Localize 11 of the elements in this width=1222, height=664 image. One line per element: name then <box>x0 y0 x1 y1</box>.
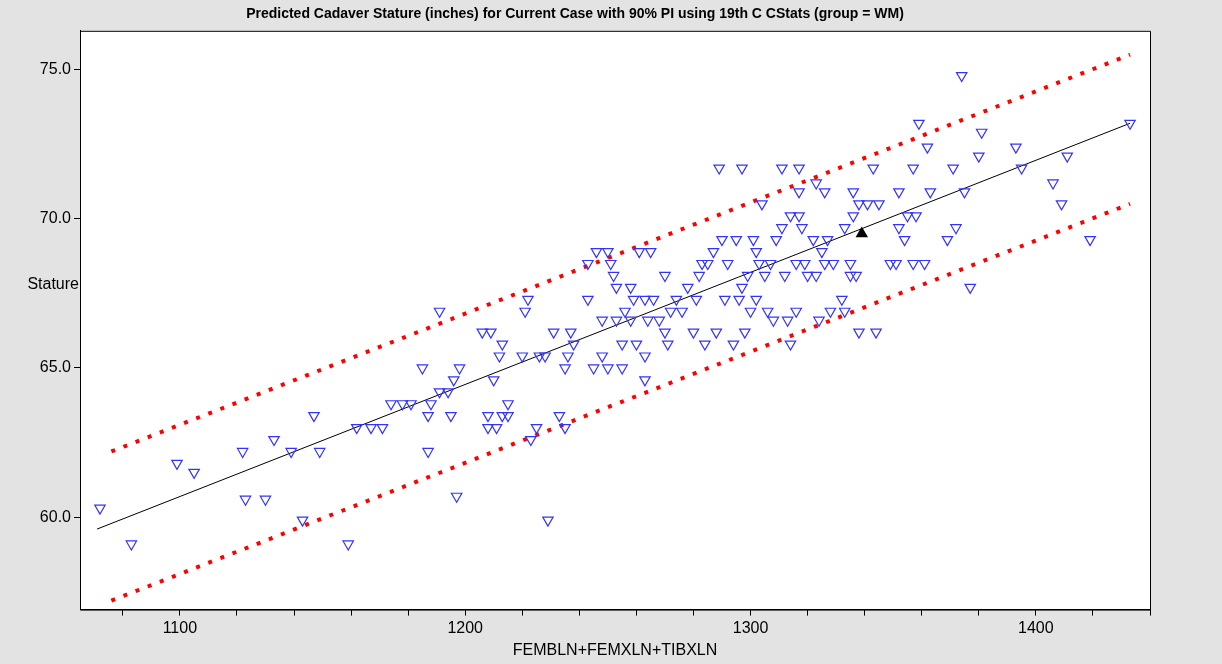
y-tick-label: 65.0 <box>39 358 72 376</box>
y-tick-label: 75.0 <box>39 59 72 77</box>
x-tick-label: 1400 <box>1018 618 1054 636</box>
x-tick-label: 1300 <box>732 618 769 636</box>
y-axis-title: Stature <box>27 274 80 292</box>
chart-title: Predicted Cadaver Stature (inches) for Current Case with 90% PI using 19th C CStats (group = WM) <box>246 5 904 22</box>
x-tick-label: 1100 <box>162 618 198 636</box>
y-tick-label: 60.0 <box>39 507 72 525</box>
y-tick-label: 70.0 <box>39 209 72 227</box>
x-tick-label: 1200 <box>447 618 484 636</box>
x-axis-title: FEMBLN+FEMXLN+TIBXLN <box>512 640 718 658</box>
